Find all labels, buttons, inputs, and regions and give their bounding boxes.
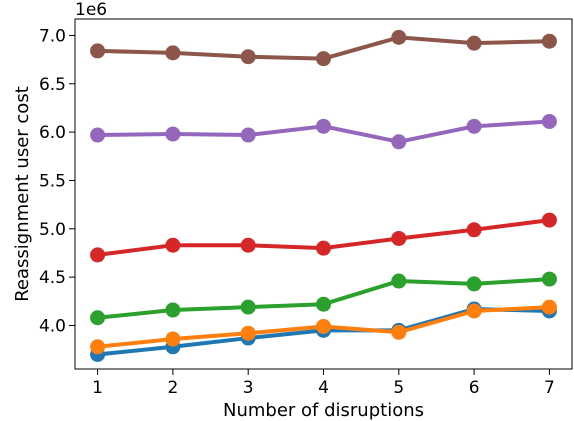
x-tick-label: 6 [469, 378, 480, 398]
series-6-point [90, 43, 106, 59]
y-axis-ticks: 4.0 4.5 5.0 5.5 6.0 6.5 7.0 [39, 26, 75, 336]
series-4-point [240, 237, 256, 253]
y-axis-offset-label: 1e6 [75, 0, 107, 20]
series-3-point [541, 271, 557, 287]
series-2-point [316, 318, 331, 334]
series-3-point [240, 299, 256, 315]
series-5-point [240, 127, 256, 143]
y-tick-label: 6.0 [39, 123, 66, 143]
plot-frame [74, 18, 573, 370]
series-6-point [466, 35, 482, 51]
series-6-point [240, 49, 256, 65]
y-tick-label: 4.0 [39, 316, 66, 336]
series-3-point [466, 276, 482, 292]
series-3 [90, 271, 557, 326]
x-tick-label: 4 [318, 378, 329, 398]
series-5-point [391, 134, 407, 150]
series-6-point [165, 45, 181, 61]
series-5-point [90, 127, 106, 143]
series-4-point [90, 247, 106, 263]
series-3-point [165, 302, 181, 318]
series-5-point [316, 118, 331, 134]
series-5-point [165, 126, 181, 142]
y-axis-label: Reassignment user cost [12, 86, 33, 302]
series-2-point [391, 324, 407, 340]
series-3-point [391, 273, 407, 289]
x-axis-ticks: 1 2 3 4 5 6 7 [92, 369, 555, 398]
series-6-point [391, 29, 407, 45]
x-tick-label: 1 [92, 378, 103, 398]
y-tick-label: 5.5 [39, 171, 66, 191]
series-5 [90, 113, 557, 150]
series-2-point [466, 303, 482, 319]
y-tick-label: 5.0 [39, 220, 66, 240]
x-tick-label: 7 [544, 378, 555, 398]
series-4-point [541, 212, 557, 228]
series-6-point [316, 51, 331, 67]
series-3-point [316, 296, 331, 312]
series-4 [90, 212, 557, 263]
series-2-point [90, 339, 106, 355]
x-tick-label: 3 [243, 378, 254, 398]
y-tick-label: 4.5 [39, 268, 66, 288]
series-4-point [316, 240, 331, 256]
series-2-point [240, 325, 256, 341]
series-4-point [391, 230, 407, 246]
y-tick-label: 7.0 [39, 26, 66, 46]
x-tick-label: 2 [167, 378, 178, 398]
series-2-point [165, 331, 181, 347]
series-3-point [90, 310, 106, 326]
series-6 [90, 29, 557, 67]
series-layer [90, 29, 557, 362]
series-6-point [541, 33, 557, 49]
series-5-point [466, 118, 482, 134]
series-2-point [541, 299, 557, 315]
x-axis-label: Number of disruptions [223, 400, 424, 421]
series-4-point [466, 222, 482, 238]
y-tick-label: 6.5 [39, 75, 66, 95]
series-2 [90, 299, 557, 355]
series-4-point [165, 237, 181, 253]
series-5-point [541, 113, 557, 129]
x-tick-label: 5 [393, 378, 404, 398]
